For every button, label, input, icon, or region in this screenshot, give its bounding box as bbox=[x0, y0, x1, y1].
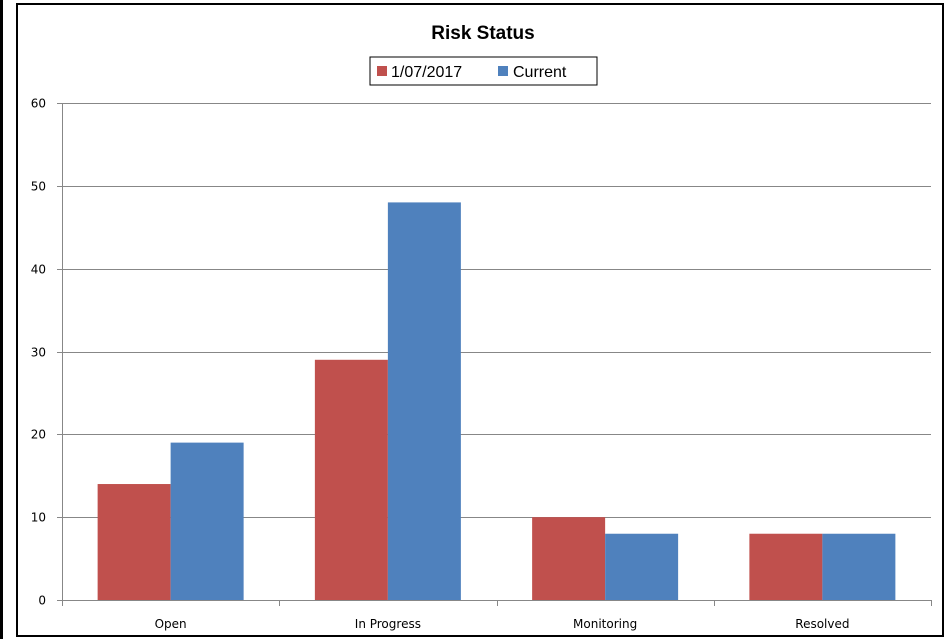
legend-swatch-2 bbox=[498, 66, 508, 76]
bar bbox=[170, 442, 244, 600]
legend-label-2: Current bbox=[513, 64, 567, 81]
axes: 0 10 20 30 40 50 60 Open In Progress Monitoring Re… bbox=[31, 97, 932, 631]
legend-swatch-1 bbox=[377, 66, 387, 76]
y-tick-label: 20 bbox=[31, 428, 46, 442]
bar bbox=[749, 533, 823, 600]
y-tick-label: 60 bbox=[31, 97, 46, 111]
bars bbox=[97, 202, 896, 600]
x-tick-label: Monitoring bbox=[573, 617, 637, 631]
bar bbox=[605, 533, 679, 600]
legend-box bbox=[369, 56, 598, 86]
y-tick-label: 10 bbox=[31, 511, 46, 525]
y-tick-label: 50 bbox=[31, 180, 46, 194]
legend: 1/07/2017 Current bbox=[369, 56, 598, 86]
x-tick-label: In Progress bbox=[355, 617, 421, 631]
chart-title: Risk Status bbox=[431, 23, 534, 44]
legend-label-1: 1/07/2017 bbox=[391, 64, 462, 81]
gridlines bbox=[62, 103, 931, 518]
y-tick-label: 40 bbox=[31, 263, 46, 277]
bar bbox=[97, 484, 171, 600]
bar bbox=[822, 533, 896, 600]
bar bbox=[387, 202, 461, 600]
y-tick-label: 0 bbox=[38, 594, 46, 608]
bar bbox=[314, 359, 388, 600]
bar bbox=[532, 517, 606, 600]
y-tick-label: 30 bbox=[31, 346, 46, 360]
x-tick-label: Resolved bbox=[795, 617, 849, 631]
x-tick-label: Open bbox=[155, 617, 187, 631]
left-border-line bbox=[0, 0, 3, 639]
